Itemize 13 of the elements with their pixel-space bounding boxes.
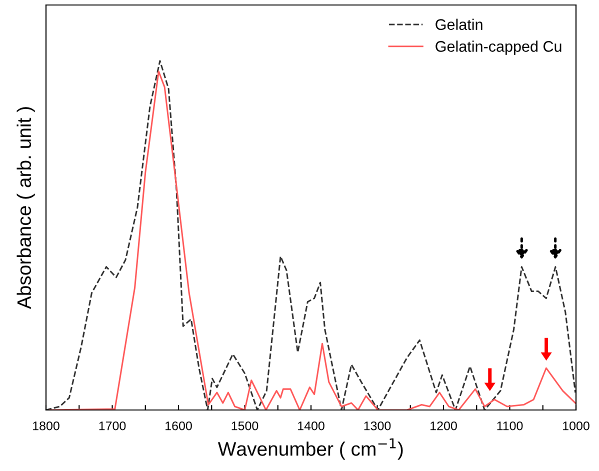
x-tick-label: 1400 xyxy=(298,421,324,430)
x-tick-label: 1800 xyxy=(33,421,60,430)
x-tick-label: 1100 xyxy=(497,421,523,430)
x-tick-label: 1700 xyxy=(99,421,126,430)
x-tick-label: 1600 xyxy=(166,421,192,430)
legend-label: Gelatin xyxy=(436,18,482,30)
x-tick-label: 1500 xyxy=(232,421,258,430)
legend-label: Gelatin-capped Cu xyxy=(436,40,562,55)
x-tick-label: 1300 xyxy=(364,421,391,430)
x-tick-label: 1000 xyxy=(563,421,590,430)
x-tick-label: 1200 xyxy=(430,421,457,430)
y-axis-title: Absorbance ( arb. unit ) xyxy=(16,107,35,310)
x-axis-title: Wavenumber ( cm$^{−1}$) xyxy=(218,438,403,460)
